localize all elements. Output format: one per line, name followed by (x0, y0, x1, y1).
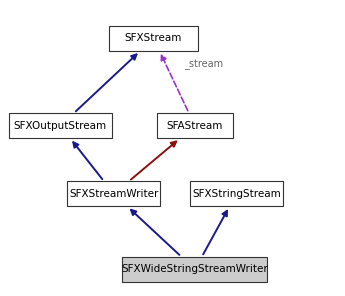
Text: SFXStringStream: SFXStringStream (192, 189, 281, 199)
FancyBboxPatch shape (109, 26, 198, 51)
Text: _stream: _stream (185, 60, 224, 70)
Text: SFAStream: SFAStream (167, 121, 223, 131)
Text: SFXStream: SFXStream (125, 33, 182, 44)
Text: SFXOutputStream: SFXOutputStream (14, 121, 107, 131)
FancyBboxPatch shape (157, 113, 233, 138)
FancyBboxPatch shape (190, 181, 283, 207)
Text: SFXStreamWriter: SFXStreamWriter (69, 189, 159, 199)
FancyBboxPatch shape (122, 257, 267, 282)
FancyBboxPatch shape (9, 113, 112, 138)
Text: SFXWideStringStreamWriter: SFXWideStringStreamWriter (121, 264, 268, 274)
FancyBboxPatch shape (67, 181, 160, 207)
